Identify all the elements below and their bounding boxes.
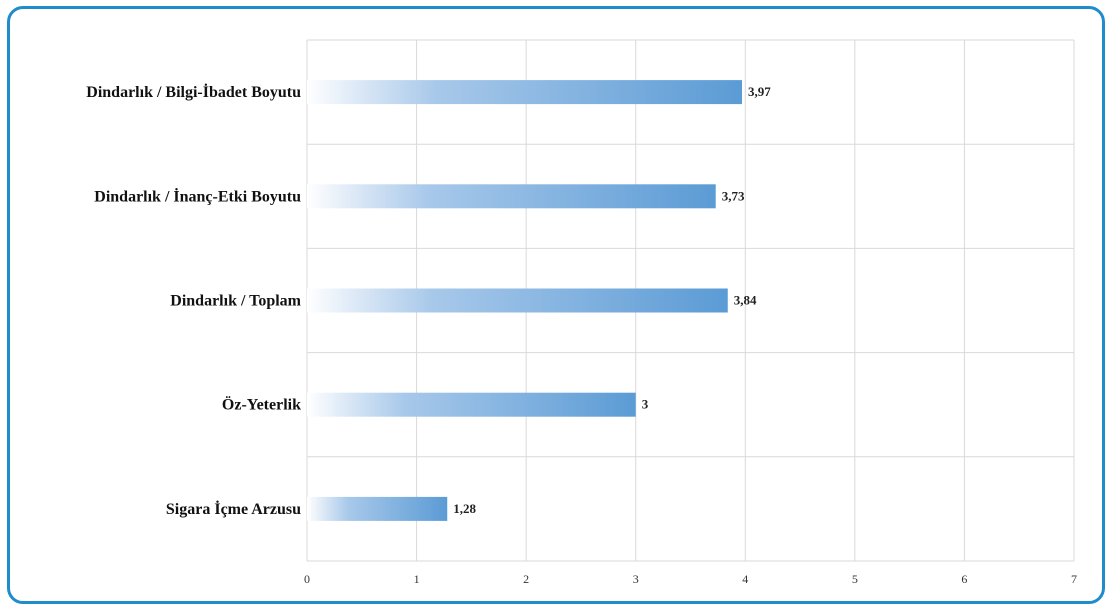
category-label-2: Dindarlık / Toplam: [170, 293, 301, 310]
x-tick-label-5: 5: [852, 572, 858, 586]
x-tick-label-2: 2: [523, 572, 529, 586]
data-label-2: 3,84: [734, 293, 757, 308]
category-label-3: Öz-Yeterlik: [222, 396, 301, 414]
x-tick-label-7: 7: [1071, 572, 1077, 586]
bar-1: [307, 184, 716, 209]
bar-2: [307, 288, 728, 313]
data-label-3: 3: [642, 397, 649, 412]
x-tick-label-4: 4: [742, 572, 748, 586]
x-tick-label-1: 1: [414, 572, 420, 586]
x-tick-label-6: 6: [961, 572, 967, 586]
category-label-1: Dindarlık / İnanç-Etki Boyutu: [94, 186, 301, 205]
bars: [307, 80, 742, 521]
data-label-1: 3,73: [722, 188, 745, 203]
data-label-0: 3,97: [748, 84, 771, 99]
x-tick-label-3: 3: [633, 572, 639, 586]
bar-3: [307, 392, 636, 417]
labels: 3,97 Dindarlık / Bilgi-İbadet Boyutu 3,73 D…: [86, 82, 1077, 586]
gridlines: [306, 39, 1075, 562]
category-label-0: Dindarlık / Bilgi-İbadet Boyutu: [86, 82, 301, 101]
category-label-4: Sigara İçme Arzusu: [166, 499, 301, 518]
x-tick-label-0: 0: [304, 572, 310, 586]
data-label-4: 1,28: [453, 501, 476, 516]
bar-0: [307, 80, 742, 105]
bar-4: [307, 496, 448, 521]
